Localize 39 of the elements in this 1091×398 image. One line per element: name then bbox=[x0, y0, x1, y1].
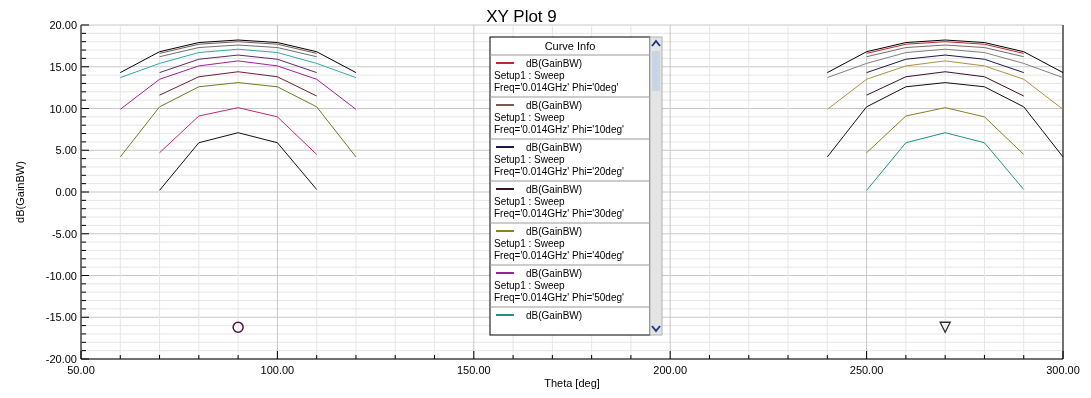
chart-title: XY Plot 9 bbox=[486, 7, 557, 26]
line-series bbox=[866, 132, 1025, 191]
legend-label: dB(GainBW) Setup1 : Sweep Freq='0.014GHz' Phi='10deg' bbox=[494, 100, 625, 135]
y-tick-label: 15.00 bbox=[49, 60, 77, 73]
x-tick-label: 100.00 bbox=[260, 364, 295, 376]
legend-label: dB(GainBW) Setup1 : Sweep Freq='0.014GHz' Phi='0deg' bbox=[494, 58, 619, 93]
x-tick-label: 250.00 bbox=[849, 364, 884, 376]
line-series bbox=[159, 132, 318, 191]
line-series bbox=[159, 71, 318, 97]
legend-label: dB(GainBW) Setup1 : Sweep Freq='0.014GHz' Phi='30deg' bbox=[494, 184, 625, 219]
y-tick-label: 10.00 bbox=[49, 102, 77, 115]
y-tick-label: -5.00 bbox=[51, 227, 77, 240]
line-series bbox=[119, 82, 357, 158]
x-tick-label: 300.00 bbox=[1046, 364, 1080, 376]
y-tick-label: 5.00 bbox=[55, 144, 77, 157]
legend-label: dB(GainBW) Setup1 : Sweep Freq='0.014GHz' Phi='50deg' bbox=[494, 268, 625, 303]
x-tick-label: 200.00 bbox=[653, 364, 688, 376]
line-series bbox=[159, 107, 318, 155]
legend-title: Curve Info bbox=[544, 40, 596, 52]
y-axis-title: dB(GainBW) bbox=[14, 161, 26, 223]
y-tick-label: -20.00 bbox=[45, 353, 77, 365]
y-tick-label: 20.00 bbox=[49, 19, 77, 31]
legend-label: dB(GainBW) Setup1 : Sweep Freq='0.014GHz' Phi='40deg' bbox=[494, 226, 625, 261]
y-tick-label: -10.00 bbox=[45, 269, 77, 282]
x-tick-label: 150.00 bbox=[456, 364, 491, 376]
legend-label: dB(GainBW) Setup1 : Sweep Freq='0.014GHz' Phi='20deg' bbox=[494, 142, 625, 177]
y-tick-label: 0.00 bbox=[55, 186, 77, 198]
line-series bbox=[866, 71, 1025, 97]
line-series bbox=[866, 107, 1025, 155]
x-tick-label: 50.00 bbox=[67, 364, 95, 376]
line-series bbox=[119, 60, 357, 110]
line-series bbox=[119, 48, 357, 79]
line-series bbox=[826, 82, 1064, 158]
line-series bbox=[826, 48, 1064, 79]
line-series bbox=[826, 60, 1064, 110]
legend-label: dB(GainBW) bbox=[526, 310, 583, 321]
y-tick-label: -15.00 bbox=[45, 311, 77, 324]
x-axis-title: Theta [deg] bbox=[544, 377, 600, 389]
line-series bbox=[119, 39, 357, 74]
